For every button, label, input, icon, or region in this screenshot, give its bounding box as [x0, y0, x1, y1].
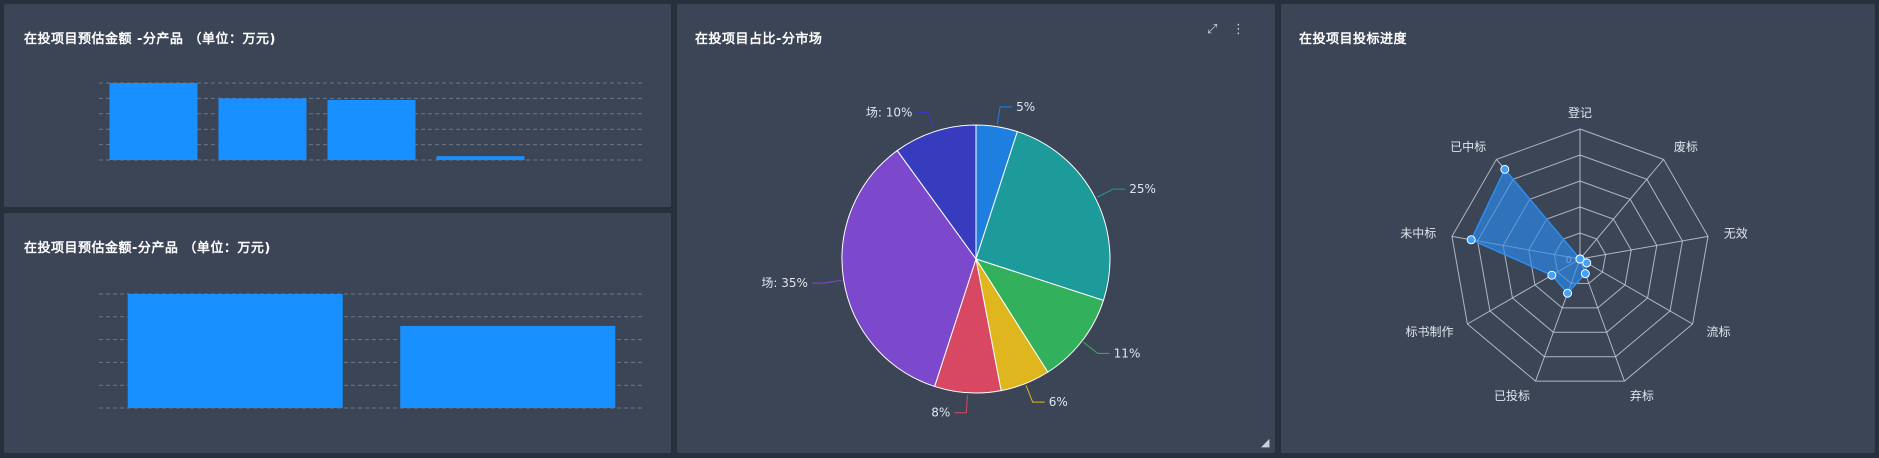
- bar: [436, 156, 525, 160]
- radar-indicator-label: 已中标: [1450, 139, 1486, 154]
- pie-label: 25%: [1129, 182, 1156, 196]
- pie-slice: [841, 149, 977, 388]
- pie-leader-line: [1025, 385, 1045, 403]
- panel-product-amount-bottom: 在投项目预估金额-分产品 （单位：万元): [4, 213, 671, 453]
- pie-leader-line: [996, 106, 1013, 125]
- bar: [109, 83, 198, 160]
- bar: [327, 99, 416, 160]
- pie-label: 8%: [931, 406, 950, 420]
- radar-point: [1500, 164, 1510, 174]
- bar: [400, 325, 616, 408]
- radar-ring: [1451, 128, 1709, 382]
- radar-point: [1563, 288, 1573, 298]
- radar-indicator-label: 未中标: [1400, 226, 1436, 241]
- expand-icon[interactable]: ⤢: [1207, 22, 1218, 37]
- radar-indicator-label: 已投标: [1494, 388, 1530, 403]
- radar-axis: [1579, 258, 1693, 325]
- radar-point: [1580, 269, 1590, 279]
- radar-indicator-label: 登记: [1568, 105, 1592, 120]
- radar-point: [1575, 254, 1585, 264]
- more-vertical-icon[interactable]: ⋮: [1232, 22, 1245, 37]
- radar-area: [1470, 167, 1588, 295]
- pie-slice: [896, 124, 977, 261]
- radar-axis: [1579, 258, 1625, 382]
- pie-leader-line: [811, 279, 842, 284]
- radar-chart: 登记废标无效流标弃标已投标标书制作未中标已中标0: [1400, 105, 1748, 403]
- panel-bid-progress: 在投项目投标进度 登记废标无效流标弃标已投标标书制作未中标已中标0: [1281, 4, 1875, 453]
- pie-leader-line: [916, 112, 935, 130]
- radar-indicator-label: 标书制作: [1406, 325, 1454, 339]
- panel-product-amount-top: 在投项目预估金额 -分产品 （单位：万元): [4, 4, 671, 207]
- pie-leader-line: [1083, 341, 1110, 354]
- bar: [127, 294, 343, 408]
- bar: [218, 98, 307, 160]
- radar-axis: [1579, 159, 1664, 260]
- pie-chart: 5% 25% 11% 6% 8% 场: 35% 场: 10%: [761, 100, 1156, 420]
- pie-label: 11%: [1114, 346, 1141, 360]
- pie-label: 场: 35%: [761, 276, 808, 290]
- bar-chart-bottom: [99, 293, 644, 409]
- pie-label: 场: 10%: [866, 106, 913, 120]
- bar-chart-top: [99, 82, 644, 161]
- pie-leader-line: [954, 394, 968, 414]
- panel-title: 在投项目预估金额-分产品 （单位：万元): [24, 241, 271, 256]
- panel-title: 在投项目投标进度: [1299, 32, 1408, 47]
- radar-indicator-label: 流标: [1706, 325, 1730, 339]
- radar-point: [1466, 235, 1476, 245]
- pie-slice: [974, 258, 1105, 373]
- radar-indicator-label: 无效: [1724, 226, 1748, 241]
- resize-handle-icon[interactable]: ◢: [1261, 436, 1270, 449]
- radar-point: [1547, 270, 1557, 280]
- pie-label: 6%: [1049, 395, 1068, 409]
- panel-market-share: 在投项目占比-分市场 ⤢ ⋮ 5% 25% 11% 6% 8% 场: 35% 场: 10% …: [677, 4, 1275, 453]
- radar-indicator-label: 废标: [1674, 139, 1698, 154]
- radar-point: [1582, 258, 1592, 268]
- panel-title: 在投项目预估金额 -分产品 （单位：万元): [24, 32, 276, 47]
- pie-slice: [975, 130, 1111, 302]
- panel-title: 在投项目占比-分市场: [695, 32, 823, 47]
- pie-label: 5%: [1016, 100, 1035, 114]
- pie-leader-line: [1096, 188, 1126, 198]
- radar-indicator-label: 弃标: [1630, 388, 1654, 403]
- radar-axis: [1579, 235, 1709, 260]
